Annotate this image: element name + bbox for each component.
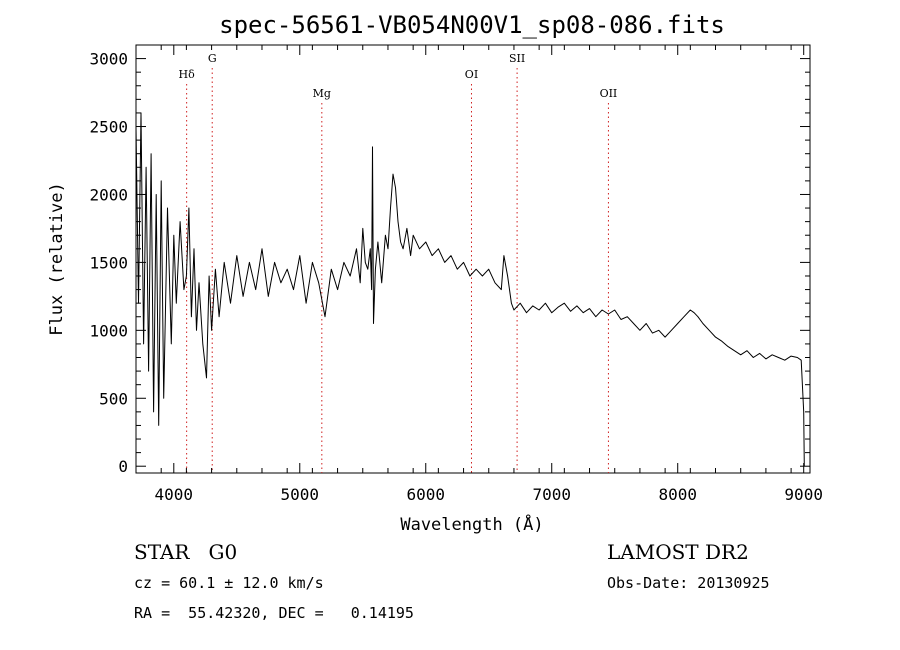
spectral-line-label: SII [509, 52, 525, 65]
spectral-line-label: Mg [313, 87, 331, 100]
spectral-line-label: Hδ [179, 68, 196, 81]
redshift-label: cz = 60.1 ± 12.0 km/s [134, 574, 324, 592]
x-axis-label: Wavelength (Å) [400, 513, 543, 535]
x-tick-label: 7000 [532, 485, 571, 504]
y-axis-label: Flux (relative) [47, 182, 67, 336]
x-tick-label: 9000 [784, 485, 823, 504]
x-tick-label: 6000 [406, 485, 445, 504]
x-tick-label: 4000 [155, 485, 194, 504]
y-tick-label: 2000 [89, 185, 128, 204]
spectral-line-label: G [208, 52, 217, 65]
y-tick-label: 1000 [89, 321, 128, 340]
spectrum-series-line [135, 112, 805, 467]
y-tick-label: 0 [118, 457, 128, 476]
coordinates-label: RA = 55.42320, DEC = 0.14195 [134, 604, 414, 622]
chart-title: spec-56561-VB054N00V1_sp08-086.fits [219, 11, 725, 39]
spectral-line-label: OI [465, 68, 478, 81]
y-tick-label: 1500 [89, 253, 128, 272]
object-class-label: STAR G0 [134, 540, 238, 564]
spectral-line-label: OII [600, 87, 618, 100]
observation-date-label: Obs-Date: 20130925 [607, 574, 770, 592]
plot-frame [135, 44, 811, 474]
y-tick-label: 2500 [89, 118, 128, 137]
y-tick-label: 500 [99, 389, 128, 408]
y-tick-label: 3000 [89, 50, 128, 69]
x-tick-label: 8000 [658, 485, 697, 504]
survey-label: LAMOST DR2 [607, 540, 749, 564]
x-tick-label: 5000 [281, 485, 320, 504]
